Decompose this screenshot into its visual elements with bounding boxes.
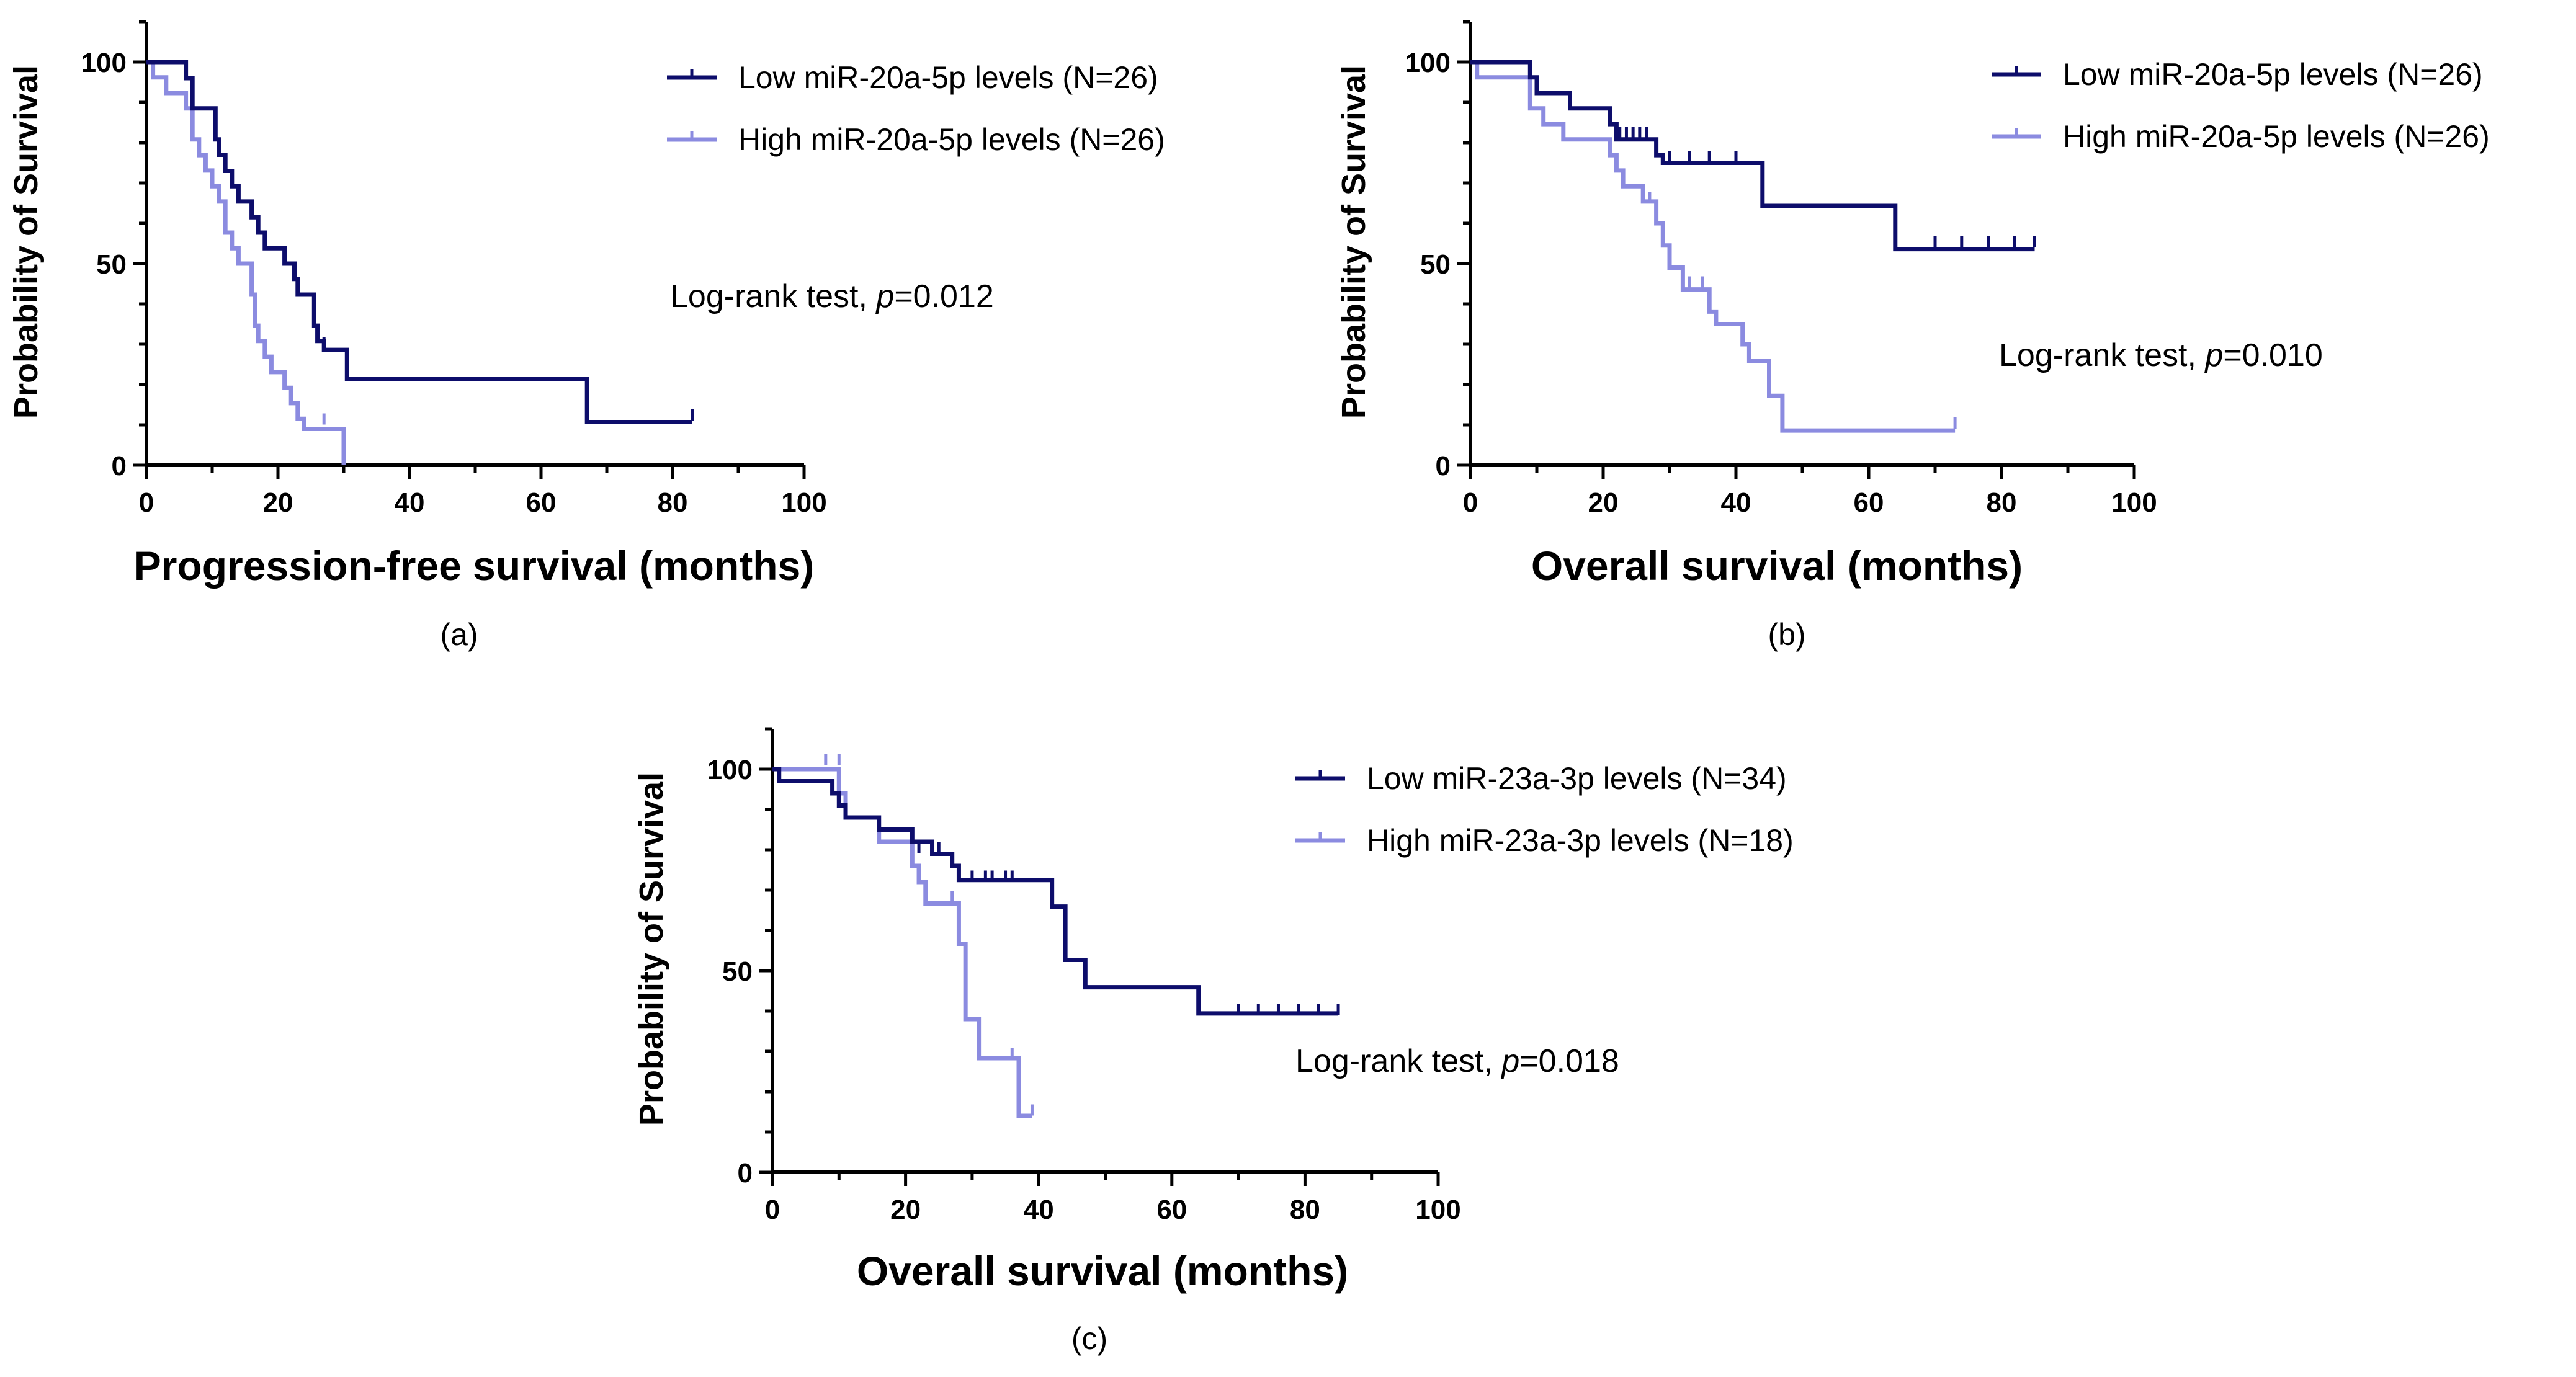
x-axis-label: Overall survival (months) <box>857 1248 1348 1294</box>
x-axis-label: Progression-free survival (months) <box>134 543 815 589</box>
y-tick-label: 50 <box>1420 249 1451 280</box>
survival-curve-series-1 <box>146 60 692 424</box>
x-tick-label: 60 <box>1854 488 1884 518</box>
survival-curve-series-1 <box>1470 60 2035 252</box>
chart-panel-b: Probability of Survival Overall survival… <box>1335 20 2490 652</box>
x-tick-label: 100 <box>781 488 826 518</box>
panel-label: (c) <box>1071 1321 1107 1356</box>
y-tick-label: 50 <box>722 956 753 987</box>
y-axis-label: Probability of Survival <box>633 772 670 1126</box>
x-tick-label: 0 <box>139 488 154 518</box>
legend-entry: Low miR-20a-5p levels (N=26) <box>738 60 1158 95</box>
panel-label: (a) <box>440 617 478 652</box>
x-tick-label: 80 <box>1987 488 2017 518</box>
log-rank-annotation: Log-rank test, p=0.012 <box>670 279 994 314</box>
survival-curve-series-2 <box>146 60 346 465</box>
chart-panel-a: Probability of Survival Progression-free… <box>7 20 1165 652</box>
y-tick-label: 100 <box>81 48 127 78</box>
x-tick-label: 100 <box>2111 488 2157 518</box>
y-tick-label: 50 <box>96 249 127 280</box>
x-axis-label: Overall survival (months) <box>1531 543 2023 589</box>
x-tick-label: 0 <box>765 1195 780 1225</box>
x-tick-label: 40 <box>1024 1195 1054 1225</box>
survival-curve-series-2 <box>1470 60 1956 433</box>
legend-entry: Low miR-23a-3p levels (N=34) <box>1367 761 1787 796</box>
y-tick-label: 100 <box>707 755 753 785</box>
survival-curve-series-1 <box>772 767 1339 1016</box>
x-tick-label: 20 <box>890 1195 921 1225</box>
panel-label: (b) <box>1768 617 1805 652</box>
legend-entry: Low miR-20a-5p levels (N=26) <box>2063 57 2483 92</box>
x-tick-label: 20 <box>263 488 293 518</box>
y-axis-label: Probability of Survival <box>1335 65 1372 419</box>
x-tick-label: 80 <box>658 488 688 518</box>
y-tick-label: 0 <box>112 451 127 481</box>
x-tick-label: 100 <box>1415 1195 1460 1225</box>
x-tick-label: 40 <box>1721 488 1751 518</box>
legend-entry: High miR-23a-3p levels (N=18) <box>1367 823 1794 858</box>
log-rank-annotation: Log-rank test, p=0.018 <box>1295 1043 1619 1079</box>
chart-panel-c: Probability of Survival Overall survival… <box>633 727 1794 1356</box>
log-rank-annotation: Log-rank test, p=0.010 <box>1999 337 2323 373</box>
x-tick-label: 60 <box>526 488 557 518</box>
x-tick-label: 0 <box>1463 488 1478 518</box>
x-tick-label: 20 <box>1588 488 1619 518</box>
x-tick-label: 80 <box>1290 1195 1320 1225</box>
y-axis-label: Probability of Survival <box>7 65 45 419</box>
y-tick-label: 100 <box>1405 48 1451 78</box>
survival-curve-series-2 <box>772 767 1032 1118</box>
legend-entry: High miR-20a-5p levels (N=26) <box>738 122 1165 157</box>
y-tick-label: 0 <box>738 1158 753 1188</box>
y-tick-label: 0 <box>1436 451 1451 481</box>
legend-entry: High miR-20a-5p levels (N=26) <box>2063 119 2490 154</box>
x-tick-label: 60 <box>1156 1195 1187 1225</box>
x-tick-label: 40 <box>395 488 425 518</box>
